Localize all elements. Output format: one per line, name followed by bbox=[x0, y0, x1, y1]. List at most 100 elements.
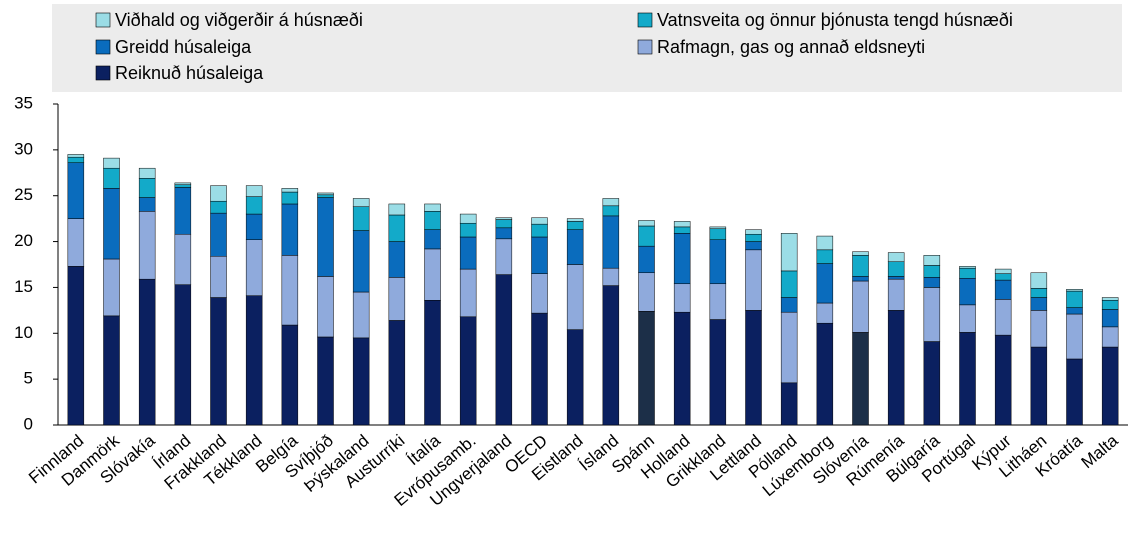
bar-segment bbox=[495, 227, 513, 240]
bar-segment bbox=[745, 241, 762, 251]
bar-segment bbox=[709, 319, 727, 426]
y-tick-label: 15 bbox=[14, 277, 33, 296]
bar-segment bbox=[638, 311, 655, 426]
bar-segment bbox=[1101, 300, 1119, 310]
bar-segment bbox=[959, 266, 976, 269]
bar-segment bbox=[67, 218, 85, 267]
bar-segment bbox=[210, 185, 227, 202]
bar-segment bbox=[852, 280, 869, 333]
bar-segment bbox=[1066, 313, 1083, 360]
bar-segment bbox=[138, 197, 156, 212]
bar-segment bbox=[994, 268, 1012, 274]
legend-swatch bbox=[95, 39, 111, 55]
bar-segment bbox=[424, 248, 441, 301]
y-tick-label: 20 bbox=[14, 231, 33, 250]
bar-segment bbox=[245, 213, 263, 240]
bar-segment bbox=[531, 217, 548, 225]
bar-segment bbox=[959, 267, 976, 279]
bar-segment bbox=[1066, 290, 1083, 308]
bar-segment bbox=[103, 315, 120, 426]
bar-segment bbox=[424, 229, 441, 250]
bar-segment bbox=[566, 221, 584, 230]
bar-segment bbox=[67, 154, 85, 158]
bar-segment bbox=[1066, 307, 1083, 315]
bar-segment bbox=[459, 213, 477, 224]
bar-segment bbox=[210, 200, 227, 214]
bar-segment bbox=[1101, 346, 1119, 426]
bar-segment bbox=[67, 156, 85, 163]
bar-segment bbox=[780, 297, 798, 313]
bar-segment bbox=[602, 198, 620, 207]
bar-segment bbox=[317, 336, 334, 426]
bar-segment bbox=[531, 236, 548, 274]
bar-segment bbox=[103, 188, 120, 260]
bar-segment bbox=[887, 278, 905, 311]
bar-segment bbox=[281, 255, 299, 326]
bar-segment bbox=[1030, 297, 1048, 311]
bar-segment bbox=[1101, 309, 1119, 328]
bar-segment bbox=[245, 185, 263, 197]
y-tick-label: 25 bbox=[14, 185, 33, 204]
bar-segment bbox=[103, 167, 120, 189]
bar-segment bbox=[638, 272, 655, 312]
bar-segment bbox=[923, 277, 941, 288]
bar-segment bbox=[709, 239, 727, 285]
bar-segment bbox=[673, 221, 691, 228]
bar-segment bbox=[566, 329, 584, 426]
bar-segment bbox=[673, 226, 691, 234]
bar-segment bbox=[245, 295, 263, 426]
bar-segment bbox=[780, 270, 798, 298]
bar-segment bbox=[1066, 358, 1083, 426]
bar-segment bbox=[495, 274, 513, 426]
bar-segment bbox=[602, 215, 620, 269]
bar-segment bbox=[352, 337, 370, 426]
legend-swatch bbox=[95, 12, 111, 28]
bar-segment bbox=[210, 297, 227, 426]
legend-background bbox=[52, 4, 1122, 92]
bar-segment bbox=[281, 188, 299, 193]
bar-segment bbox=[1101, 297, 1119, 301]
bar-segment bbox=[887, 261, 905, 277]
bar-segment bbox=[495, 219, 513, 229]
bar-segment bbox=[602, 205, 620, 217]
bar-segment bbox=[1030, 346, 1048, 426]
bar-segment bbox=[780, 311, 798, 384]
bar-segment bbox=[994, 279, 1012, 300]
bar-segment bbox=[887, 310, 905, 426]
legend-label: Reiknuð húsaleiga bbox=[115, 63, 264, 83]
bar-segment bbox=[745, 233, 762, 242]
legend-swatch bbox=[95, 65, 111, 81]
bar-segment bbox=[459, 222, 477, 238]
bar-segment bbox=[388, 214, 406, 242]
bar-segment bbox=[281, 191, 299, 205]
bar-segment bbox=[887, 252, 905, 262]
bar-segment bbox=[959, 278, 976, 306]
bar-segment bbox=[816, 302, 834, 324]
bar-segment bbox=[1030, 272, 1048, 289]
bar-segment bbox=[459, 316, 477, 426]
bar-segment bbox=[174, 182, 192, 185]
bar-segment bbox=[638, 245, 655, 274]
bar-segment bbox=[994, 299, 1012, 336]
bar-segment bbox=[852, 255, 869, 277]
bar-segment bbox=[138, 211, 156, 280]
bar-segment bbox=[602, 285, 620, 426]
bar-segment bbox=[495, 217, 513, 220]
bar-segment bbox=[138, 278, 156, 426]
bar-segment bbox=[531, 312, 548, 426]
bar-segment bbox=[566, 229, 584, 265]
y-tick-label: 5 bbox=[24, 369, 33, 388]
bar-segment bbox=[638, 225, 655, 247]
bar-segment bbox=[317, 197, 334, 277]
legend-label: Greidd húsaleiga bbox=[115, 37, 252, 57]
bar-segment bbox=[281, 203, 299, 256]
bar-segment bbox=[673, 311, 691, 426]
bar-segment bbox=[852, 332, 869, 426]
bar-segment bbox=[1030, 288, 1048, 298]
bar-segment bbox=[245, 239, 263, 296]
bar-segment bbox=[959, 332, 976, 426]
bar-segment bbox=[531, 273, 548, 314]
bar-segment bbox=[709, 226, 727, 229]
